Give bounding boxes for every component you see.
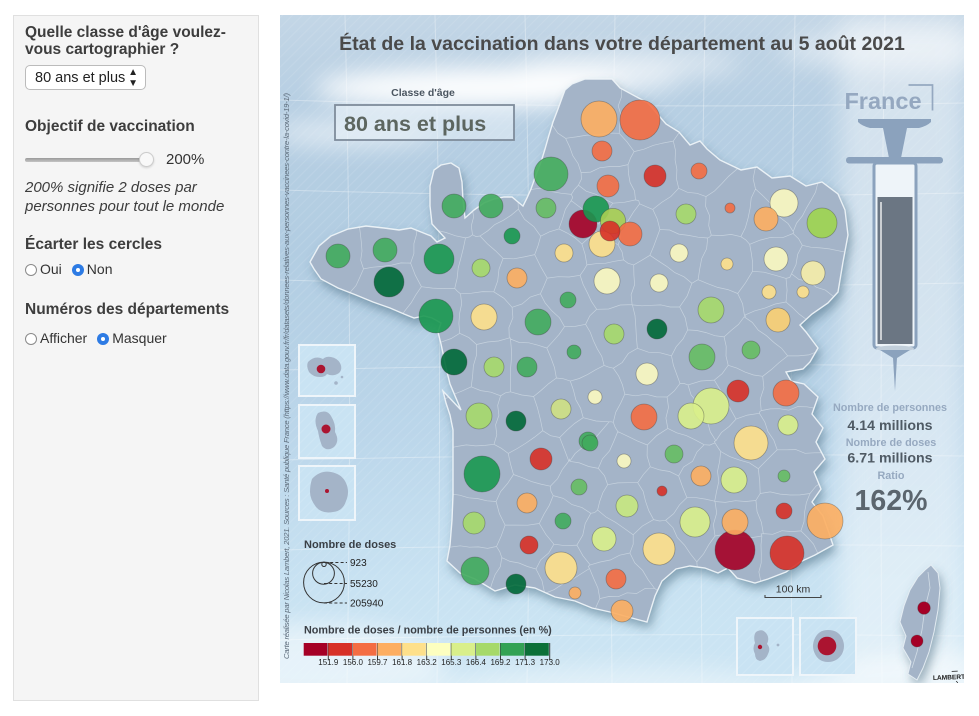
svg-text:100 km: 100 km bbox=[776, 584, 811, 596]
svg-text:Ratio: Ratio bbox=[878, 470, 905, 482]
svg-text:État de la vaccination dans vo: État de la vaccination dans votre départ… bbox=[339, 32, 905, 55]
svg-text:Nombre de doses: Nombre de doses bbox=[304, 539, 396, 551]
svg-text:156.0: 156.0 bbox=[343, 658, 364, 667]
svg-text:Classe d'âge: Classe d'âge bbox=[391, 87, 455, 99]
svg-text:Carte réalisée par Nicolas Lam: Carte réalisée par Nicolas Lambert, 2021… bbox=[282, 93, 291, 659]
svg-text:France: France bbox=[844, 88, 921, 114]
svg-text:159.7: 159.7 bbox=[367, 658, 388, 667]
svg-text:Nombre de doses / nombre de pe: Nombre de doses / nombre de personnes (e… bbox=[304, 625, 552, 637]
svg-text:80 ans et plus: 80 ans et plus bbox=[344, 112, 486, 136]
svg-text:171.3: 171.3 bbox=[515, 658, 536, 667]
svg-text:205940: 205940 bbox=[350, 599, 384, 610]
svg-text:4.14 millions: 4.14 millions bbox=[847, 418, 932, 434]
svg-text:162%: 162% bbox=[855, 485, 928, 517]
svg-text:169.2: 169.2 bbox=[490, 658, 511, 667]
svg-text:Nombre de doses: Nombre de doses bbox=[846, 437, 937, 449]
svg-text:923: 923 bbox=[350, 558, 367, 569]
svg-text:Nombre de personnes: Nombre de personnes bbox=[833, 402, 947, 414]
svg-text:161.8: 161.8 bbox=[392, 658, 413, 667]
svg-text:6.71 millions: 6.71 millions bbox=[847, 451, 932, 467]
svg-text:LAMBERT: LAMBERT bbox=[933, 674, 964, 682]
svg-text:165.3: 165.3 bbox=[441, 658, 462, 667]
svg-text:163.2: 163.2 bbox=[417, 658, 438, 667]
svg-text:55230: 55230 bbox=[350, 579, 378, 590]
svg-text:151.9: 151.9 bbox=[318, 658, 339, 667]
svg-text:173.0: 173.0 bbox=[540, 658, 561, 667]
svg-text:166.4: 166.4 bbox=[466, 658, 487, 667]
